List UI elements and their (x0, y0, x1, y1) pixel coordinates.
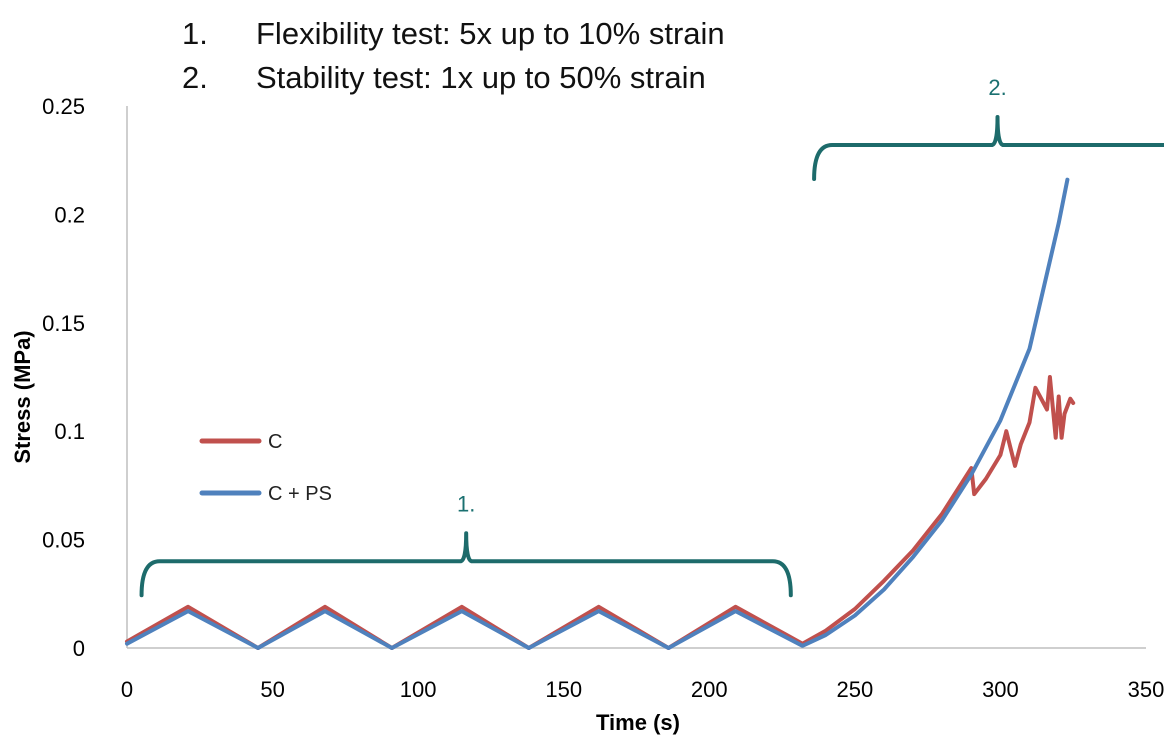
bracket-label: 2. (988, 75, 1006, 100)
y-tick-label: 0.1 (54, 419, 85, 444)
y-tick-label: 0 (73, 636, 85, 661)
x-tick-label: 0 (121, 677, 133, 702)
x-tick-label: 100 (400, 677, 437, 702)
x-tick-label: 350 (1128, 677, 1164, 702)
series-line (125, 375, 1076, 650)
legend-label: C + PS (268, 483, 332, 505)
header-item-number: 2. (182, 60, 208, 95)
x-tick-label: 150 (545, 677, 582, 702)
y-tick-label: 0.2 (54, 202, 85, 227)
y-tick-label: 0.25 (42, 94, 85, 119)
chart-axes: 0 0.05 0.1 0.15 0.2 0.25 0 50 100 150 200 250 300 350… (10, 94, 1164, 735)
bracket-path (812, 115, 1164, 182)
x-tick-label: 300 (982, 677, 1019, 702)
x-tick-label: 250 (836, 677, 873, 702)
bracket-label: 1. (457, 491, 475, 516)
y-tick-label: 0.15 (42, 311, 85, 336)
header-item-text: Stability test: 1x up to 50% strain (256, 60, 706, 95)
chart-brackets: 1. 2. (139, 75, 1164, 598)
chart-header: 1. Flexibility test: 5x up to 10% strain 2… (182, 16, 725, 95)
bracket-path (139, 531, 793, 598)
x-tick-label: 200 (691, 677, 728, 702)
y-axis-title: Stress (MPa) (10, 330, 35, 463)
x-tick-label: 50 (260, 677, 284, 702)
header-item-text: Flexibility test: 5x up to 10% strain (256, 16, 725, 51)
x-axis-title: Time (s) (596, 710, 680, 735)
y-tick-label: 0.05 (42, 528, 85, 553)
header-item-number: 1. (182, 16, 208, 51)
chart-legend: C C + PS (199, 431, 332, 505)
legend-label: C (268, 431, 282, 453)
series-line (125, 177, 1070, 650)
chart-series (125, 177, 1076, 650)
